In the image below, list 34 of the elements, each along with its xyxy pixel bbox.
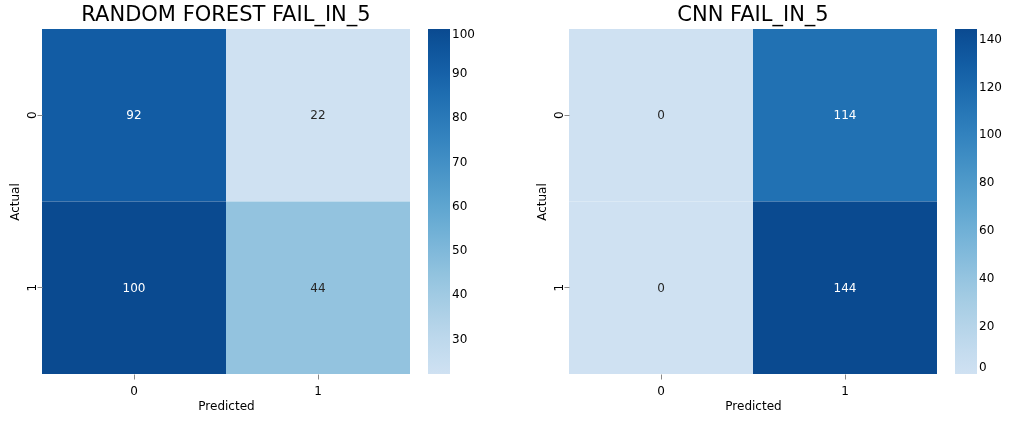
y-axis-title: Actual bbox=[534, 183, 549, 221]
color-bar-label: 140 bbox=[979, 31, 1002, 46]
data-label: 144 bbox=[833, 280, 857, 295]
x-tick-label: 1 bbox=[314, 383, 322, 398]
x-axis-title: Predicted bbox=[198, 398, 255, 413]
color-bar-label: 90 bbox=[452, 66, 468, 81]
color-bar-label: 60 bbox=[452, 198, 468, 213]
color-bar-label: 70 bbox=[452, 154, 468, 169]
color-bar-label: 30 bbox=[452, 331, 468, 346]
color-bar-label: 0 bbox=[979, 360, 987, 374]
color-bar-label: 80 bbox=[979, 175, 995, 190]
chart-title: CNN FAIL_IN_5 bbox=[677, 2, 829, 27]
x-tick-label: 0 bbox=[657, 383, 665, 398]
color-bar-label: 40 bbox=[452, 287, 468, 302]
color-bar-label: 20 bbox=[979, 319, 995, 334]
data-label: 44 bbox=[310, 280, 326, 295]
color-bar-label: 100 bbox=[979, 127, 1002, 142]
color-bar-label: 60 bbox=[979, 223, 995, 238]
x-tick-label: 0 bbox=[130, 383, 138, 398]
chart-title: RANDOM FOREST FAIL_IN_5 bbox=[81, 2, 371, 27]
data-label: 92 bbox=[126, 108, 142, 123]
color-bar-label: 100 bbox=[452, 27, 475, 41]
x-tick-label: 1 bbox=[841, 383, 849, 398]
y-axis-title: Actual bbox=[7, 183, 22, 221]
data-label: 100 bbox=[122, 280, 146, 295]
data-label: 22 bbox=[310, 108, 326, 123]
color-bar-label: 80 bbox=[452, 110, 468, 125]
x-axis-title: Predicted bbox=[725, 398, 782, 413]
color-bar-label: 40 bbox=[979, 271, 995, 286]
color-bar-label: 120 bbox=[979, 79, 1002, 94]
data-label: 0 bbox=[657, 280, 665, 295]
data-label: 0 bbox=[657, 108, 665, 123]
color-bar-label: 50 bbox=[452, 243, 468, 258]
data-label: 114 bbox=[833, 108, 857, 123]
